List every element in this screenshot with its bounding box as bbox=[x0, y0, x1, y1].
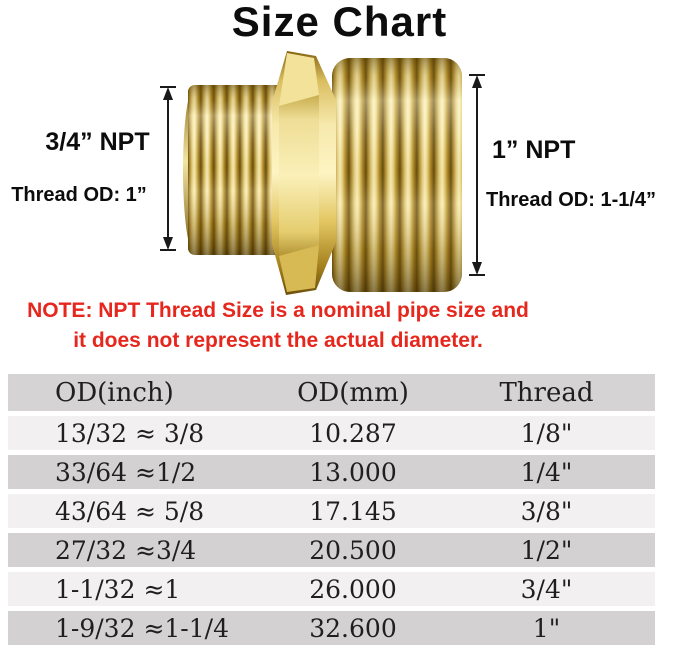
dimension-arrow-right bbox=[469, 74, 485, 276]
cell-od-mm: 20.500 bbox=[309, 535, 397, 565]
cell-thread: 1/2" bbox=[520, 535, 573, 565]
cell-od-inch: 33/64 ≈1/2 bbox=[55, 457, 197, 487]
right-npt-size-label: 1” NPT bbox=[492, 136, 576, 164]
table-row: 13/32 ≈ 3/8 10.287 1/8" bbox=[8, 416, 655, 450]
cell-od-mm: 13.000 bbox=[309, 457, 397, 487]
cell-thread: 1" bbox=[532, 613, 561, 643]
cell-od-mm: 10.287 bbox=[309, 418, 397, 448]
npt-note: NOTE: NPT Thread Size is a nominal pipe … bbox=[0, 296, 556, 356]
dimension-arrow-left bbox=[160, 86, 176, 251]
table-row: 33/64 ≈1/2 13.000 1/4" bbox=[8, 455, 655, 489]
cell-od-mm: 26.000 bbox=[309, 574, 397, 604]
cell-thread: 1/8" bbox=[520, 418, 573, 448]
size-table: OD(inch) OD(mm) Thread 13/32 ≈ 3/8 10.28… bbox=[8, 374, 655, 650]
table-row: 1-9/32 ≈1-1/4 32.600 1" bbox=[8, 611, 655, 645]
cell-od-mm: 32.600 bbox=[309, 613, 397, 643]
cell-od-inch: 43/64 ≈ 5/8 bbox=[55, 496, 205, 526]
right-thread-od-label: Thread OD: 1-1/4” bbox=[486, 189, 657, 211]
brass-fitting-illustration bbox=[160, 51, 485, 295]
cell-thread: 3/4" bbox=[520, 574, 573, 604]
cell-od-mm: 17.145 bbox=[309, 496, 397, 526]
table-header-od-inch: OD(inch) bbox=[55, 377, 174, 408]
npt-note-line1: NOTE: NPT Thread Size is a nominal pipe … bbox=[27, 299, 529, 322]
fitting-small-thread bbox=[183, 85, 283, 255]
cell-od-inch: 1-9/32 ≈1-1/4 bbox=[55, 613, 229, 643]
page-title: Size Chart bbox=[231, 0, 448, 45]
table-row: 27/32 ≈3/4 20.500 1/2" bbox=[8, 533, 655, 567]
fitting-hex-nut bbox=[272, 51, 336, 295]
npt-note-line2: it does not represent the actual diamete… bbox=[73, 329, 483, 352]
table-header-thread: Thread bbox=[499, 377, 594, 408]
cell-od-inch: 1-1/32 ≈1 bbox=[55, 574, 181, 604]
cell-od-inch: 27/32 ≈3/4 bbox=[55, 535, 197, 565]
cell-thread: 1/4" bbox=[520, 457, 573, 487]
left-thread-od-label: Thread OD: 1” bbox=[11, 184, 147, 206]
table-row: 1-1/32 ≈1 26.000 3/4" bbox=[8, 572, 655, 606]
fitting-large-thread bbox=[332, 58, 462, 292]
table-header-row: OD(inch) OD(mm) Thread bbox=[8, 374, 655, 411]
table-row: 43/64 ≈ 5/8 17.145 3/8" bbox=[8, 494, 655, 528]
cell-thread: 3/8" bbox=[520, 496, 573, 526]
cell-od-inch: 13/32 ≈ 3/8 bbox=[55, 418, 205, 448]
left-npt-size-label: 3/4” NPT bbox=[45, 128, 150, 156]
table-header-od-mm: OD(mm) bbox=[297, 377, 409, 408]
